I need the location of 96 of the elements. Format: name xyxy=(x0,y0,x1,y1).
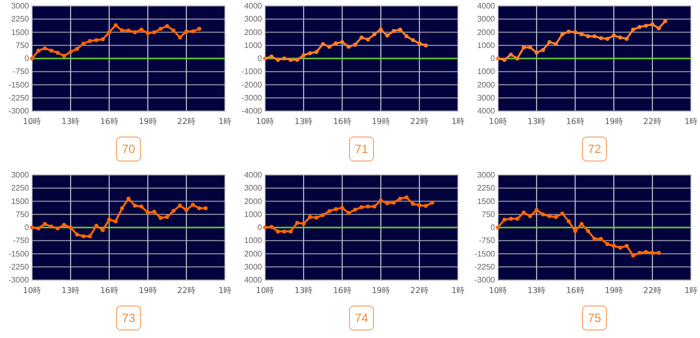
y-tick-label: 2250 xyxy=(11,14,30,24)
x-tick-label: 22時 xyxy=(177,117,196,126)
y-tick-label: 750 xyxy=(482,210,496,219)
y-tick-label: -3000 xyxy=(8,276,30,285)
x-tick-label: 19時 xyxy=(138,286,157,295)
x-tick-label: 1時 xyxy=(218,117,232,126)
x-tick-label: 19時 xyxy=(138,117,157,126)
x-tick-label: 10時 xyxy=(22,117,42,126)
y-tick-label: 2000 xyxy=(244,196,263,206)
y-tick-label: -1500 xyxy=(474,249,496,258)
x-tick-label: 16時 xyxy=(333,286,352,295)
y-tick-label: 3000 xyxy=(11,170,30,180)
x-tick-label: 19時 xyxy=(604,117,623,126)
x-tick-label: 16時 xyxy=(100,286,118,295)
y-tick-label: -1500 xyxy=(8,249,30,258)
y-tick-label: 1000 xyxy=(244,40,263,50)
x-tick-label: 13時 xyxy=(294,286,313,295)
y-tick-label: 1000 xyxy=(244,210,263,219)
y-tick-label: -2250 xyxy=(474,262,496,272)
x-tick-label: 22時 xyxy=(410,286,428,295)
text: 72 xyxy=(588,142,602,156)
y-tick-label: -750 xyxy=(478,236,496,246)
y-tick-label: -3000 xyxy=(474,276,496,285)
y-tick-label: 0 xyxy=(490,54,496,64)
y-tick-label: 3000 xyxy=(477,170,496,180)
x-tick-label: 16時 xyxy=(566,117,584,126)
x-tick-label: 13時 xyxy=(294,117,313,126)
x-tick-label: 16時 xyxy=(100,117,118,126)
y-tick-label: 3000 xyxy=(244,262,263,272)
y-tick-label: 4000 xyxy=(244,276,263,285)
y-tick-label: 2000 xyxy=(477,28,496,37)
y-tick-label: -2000 xyxy=(242,80,263,90)
y-tick-label: 3000 xyxy=(244,184,263,193)
y-tick-label: -3000 xyxy=(242,93,263,102)
y-tick-label: -4000 xyxy=(242,106,263,116)
x-tick-label: 16時 xyxy=(333,117,352,126)
y-tick-label: 0 xyxy=(24,54,30,64)
y-tick-label: 4000 xyxy=(244,2,263,11)
x-tick-label: 10時 xyxy=(256,286,274,295)
y-tick-label: 750 xyxy=(16,40,30,50)
text: 73 xyxy=(122,311,136,325)
y-tick-label: 1000 xyxy=(244,236,263,246)
y-tick-label: 750 xyxy=(16,210,30,219)
text: 70 xyxy=(122,142,136,156)
y-tick-label: 2250 xyxy=(11,184,30,193)
x-tick-label: 22時 xyxy=(177,286,196,295)
x-tick-label: 1時 xyxy=(451,286,465,295)
x-tick-label: 19時 xyxy=(372,117,390,126)
y-tick-label: 2000 xyxy=(244,28,263,37)
x-tick-label: 13時 xyxy=(62,286,80,295)
y-tick-label: 1500 xyxy=(11,196,30,206)
text: 71 xyxy=(354,142,368,156)
y-tick-label: 2000 xyxy=(244,249,263,258)
x-tick-label: 10時 xyxy=(22,286,42,295)
text: 75 xyxy=(588,311,602,325)
x-tick-label: 13時 xyxy=(62,117,80,126)
x-tick-label: 16時 xyxy=(566,286,584,295)
y-tick-label: 3000 xyxy=(244,14,263,24)
y-tick-label: 1000 xyxy=(477,40,496,50)
y-tick-label: 2250 xyxy=(477,184,496,193)
y-tick-label: 4000 xyxy=(477,106,496,116)
x-tick-label: 1時 xyxy=(684,117,698,126)
y-tick-label: -2250 xyxy=(8,93,30,102)
x-tick-label: 1時 xyxy=(218,286,232,295)
x-tick-label: 19時 xyxy=(604,286,623,295)
y-tick-label: -1000 xyxy=(242,67,263,76)
x-tick-label: 22時 xyxy=(643,117,662,126)
y-tick-label: 0 xyxy=(490,223,496,232)
x-tick-label: 19時 xyxy=(372,286,390,295)
y-tick-label: 2000 xyxy=(477,80,496,90)
y-tick-label: 0 xyxy=(258,54,263,64)
y-tick-label: -3000 xyxy=(8,106,30,116)
x-tick-label: 10時 xyxy=(488,117,508,126)
y-tick-label: -750 xyxy=(12,236,30,246)
y-tick-label: 0 xyxy=(24,223,30,232)
x-tick-label: 10時 xyxy=(256,117,274,126)
x-tick-label: 1時 xyxy=(684,286,698,295)
x-tick-label: 13時 xyxy=(528,286,546,295)
y-tick-label: 3000 xyxy=(477,14,496,24)
x-tick-label: 1時 xyxy=(451,117,465,126)
y-tick-label: 4000 xyxy=(244,170,263,180)
x-tick-label: 10時 xyxy=(488,286,508,295)
x-tick-label: 22時 xyxy=(643,286,662,295)
y-tick-label: -2250 xyxy=(8,262,30,272)
x-tick-label: 13時 xyxy=(528,117,546,126)
y-tick-label: -1500 xyxy=(8,80,30,90)
y-tick-label: 0 xyxy=(258,223,263,232)
y-tick-label: 3000 xyxy=(11,2,30,11)
x-tick-label: 22時 xyxy=(410,117,428,126)
y-tick-label: -750 xyxy=(12,67,30,76)
y-tick-label: 4000 xyxy=(477,2,496,11)
y-tick-label: 1500 xyxy=(11,28,30,37)
y-tick-label: 1000 xyxy=(477,67,496,76)
y-tick-label: 3000 xyxy=(477,93,496,102)
y-tick-label: 1500 xyxy=(477,196,496,206)
text: 74 xyxy=(354,311,368,325)
